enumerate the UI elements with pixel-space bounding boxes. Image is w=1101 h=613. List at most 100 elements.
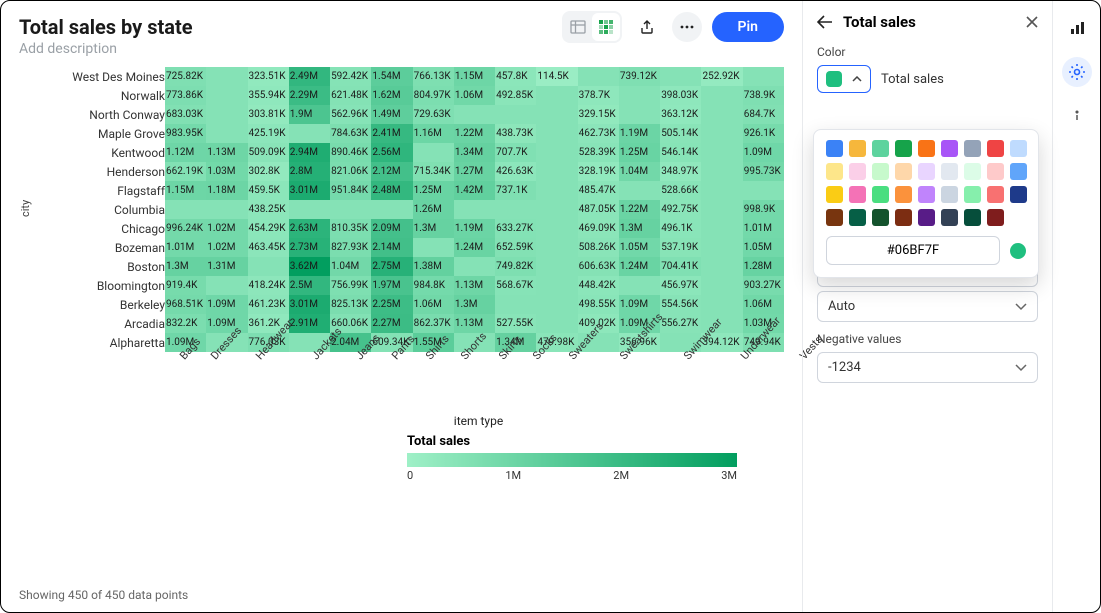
heatmap-cell[interactable]: [701, 105, 742, 124]
heatmap-cell[interactable]: 1.04M: [330, 257, 371, 276]
heatmap-cell[interactable]: [701, 162, 742, 181]
heatmap-cell[interactable]: [701, 257, 742, 276]
heatmap-cell[interactable]: 784.63K: [330, 124, 371, 143]
heatmap-cell[interactable]: 448.42K: [578, 276, 619, 295]
palette-swatch[interactable]: [826, 163, 843, 180]
heatmap-cell[interactable]: [536, 200, 577, 219]
heatmap-cell[interactable]: 1.24M: [454, 238, 495, 257]
heatmap-cell[interactable]: 804.97K: [413, 86, 454, 105]
heatmap-cell[interactable]: 903.27K: [743, 276, 784, 295]
palette-swatch[interactable]: [872, 186, 889, 203]
heatmap-cell[interactable]: 2.75M: [371, 257, 412, 276]
palette-swatch[interactable]: [964, 209, 981, 226]
heatmap-cell[interactable]: 2.73M: [289, 238, 330, 257]
heatmap-cell[interactable]: [536, 105, 577, 124]
heatmap-cell[interactable]: 1.13M: [206, 143, 247, 162]
heatmap-cell[interactable]: [206, 276, 247, 295]
heatmap-cell[interactable]: 2.25M: [371, 295, 412, 314]
heatmap-cell[interactable]: [206, 67, 247, 86]
heatmap-cell[interactable]: 1.34M: [454, 143, 495, 162]
heatmap-cell[interactable]: 252.92K: [701, 67, 742, 86]
heatmap-cell[interactable]: [206, 124, 247, 143]
heatmap-cell[interactable]: 462.73K: [578, 124, 619, 143]
heatmap-cell[interactable]: [289, 200, 330, 219]
palette-swatch[interactable]: [849, 163, 866, 180]
heatmap-cell[interactable]: 355.94K: [248, 86, 289, 105]
palette-swatch[interactable]: [964, 140, 981, 157]
heatmap-cell[interactable]: 2.63M: [289, 219, 330, 238]
heatmap-cell[interactable]: [701, 200, 742, 219]
heatmap-cell[interactable]: 329.15K: [578, 105, 619, 124]
palette-swatch[interactable]: [941, 163, 958, 180]
palette-swatch[interactable]: [895, 209, 912, 226]
heatmap-cell[interactable]: 968.51K: [165, 295, 206, 314]
heatmap-cell[interactable]: 546.14K: [660, 143, 701, 162]
heatmap-cell[interactable]: 508.26K: [578, 238, 619, 257]
heatmap-cell[interactable]: 1.3M: [454, 295, 495, 314]
heatmap-cell[interactable]: 463.45K: [248, 238, 289, 257]
palette-swatch[interactable]: [1010, 140, 1027, 157]
heatmap-cell[interactable]: 827.93K: [330, 238, 371, 257]
heatmap-cell[interactable]: 1.05M: [619, 238, 660, 257]
heatmap-cell[interactable]: [330, 200, 371, 219]
heatmap-cell[interactable]: 1.02M: [206, 219, 247, 238]
heatmap-cell[interactable]: [536, 314, 577, 333]
heatmap-cell[interactable]: 592.42K: [330, 67, 371, 86]
heatmap-cell[interactable]: [454, 105, 495, 124]
palette-swatch[interactable]: [987, 163, 1004, 180]
more-button[interactable]: [672, 12, 702, 42]
heatmap-cell[interactable]: 1.9M: [289, 105, 330, 124]
heatmap-cell[interactable]: 652.59K: [495, 238, 536, 257]
heatmap-cell[interactable]: 348.97K: [660, 162, 701, 181]
heatmap-cell[interactable]: [701, 219, 742, 238]
heatmap-cell[interactable]: 738.9K: [743, 86, 784, 105]
heatmap-cell[interactable]: [495, 295, 536, 314]
heatmap-cell[interactable]: 1.24M: [619, 257, 660, 276]
palette-swatch[interactable]: [964, 186, 981, 203]
heatmap-cell[interactable]: 683.03K: [165, 105, 206, 124]
heatmap-cell[interactable]: [165, 200, 206, 219]
heatmap-cell[interactable]: 1.22M: [619, 200, 660, 219]
heatmap-cell[interactable]: 1.28M: [743, 257, 784, 276]
negative-select[interactable]: -1234: [817, 352, 1038, 383]
heatmap-cell[interactable]: 2.29M: [289, 86, 330, 105]
heatmap-cell[interactable]: 862.37K: [413, 314, 454, 333]
heatmap-cell[interactable]: [536, 162, 577, 181]
heatmap-cell[interactable]: 766.13K: [413, 67, 454, 86]
heatmap-cell[interactable]: 821.06K: [330, 162, 371, 181]
color-select[interactable]: [817, 65, 871, 93]
heatmap-cell[interactable]: 562.96K: [330, 105, 371, 124]
heatmap-cell[interactable]: [619, 86, 660, 105]
heatmap-cell[interactable]: 2.12M: [371, 162, 412, 181]
heatmap-cell[interactable]: 487.05K: [578, 200, 619, 219]
heatmap-cell[interactable]: 2.27M: [371, 314, 412, 333]
heatmap-cell[interactable]: 729.63K: [413, 105, 454, 124]
heatmap-cell[interactable]: 426.63K: [495, 162, 536, 181]
heatmap-cell[interactable]: 633.27K: [495, 219, 536, 238]
close-button[interactable]: [1026, 16, 1038, 28]
heatmap-cell[interactable]: 1.54M: [371, 67, 412, 86]
heatmap-cell[interactable]: 1.09M: [206, 295, 247, 314]
heatmap-cell[interactable]: 1.3M: [413, 219, 454, 238]
pin-button[interactable]: Pin: [712, 12, 784, 42]
heatmap-cell[interactable]: 756.99K: [330, 276, 371, 295]
heatmap-cell[interactable]: 739.12K: [619, 67, 660, 86]
heatmap-cell[interactable]: 554.56K: [660, 295, 701, 314]
heatmap-cell[interactable]: [536, 219, 577, 238]
heatmap-cell[interactable]: [536, 295, 577, 314]
palette-swatch[interactable]: [872, 163, 889, 180]
heatmap-cell[interactable]: [701, 238, 742, 257]
heatmap-cell[interactable]: 492.85K: [495, 86, 536, 105]
heatmap-cell[interactable]: 328.19K: [578, 162, 619, 181]
palette-swatch[interactable]: [918, 209, 935, 226]
heatmap-cell[interactable]: 537.19K: [660, 238, 701, 257]
heatmap-cell[interactable]: 1.18M: [206, 181, 247, 200]
heatmap-cell[interactable]: 323.51K: [248, 67, 289, 86]
heatmap-cell[interactable]: 469.09K: [578, 219, 619, 238]
heatmap-cell[interactable]: 509.09K: [248, 143, 289, 162]
heatmap-cell[interactable]: 2.41M: [371, 124, 412, 143]
heatmap-cell[interactable]: 425.19K: [248, 124, 289, 143]
palette-swatch[interactable]: [987, 186, 1004, 203]
heatmap-cell[interactable]: [454, 200, 495, 219]
heatmap-cell[interactable]: 684.7K: [743, 105, 784, 124]
